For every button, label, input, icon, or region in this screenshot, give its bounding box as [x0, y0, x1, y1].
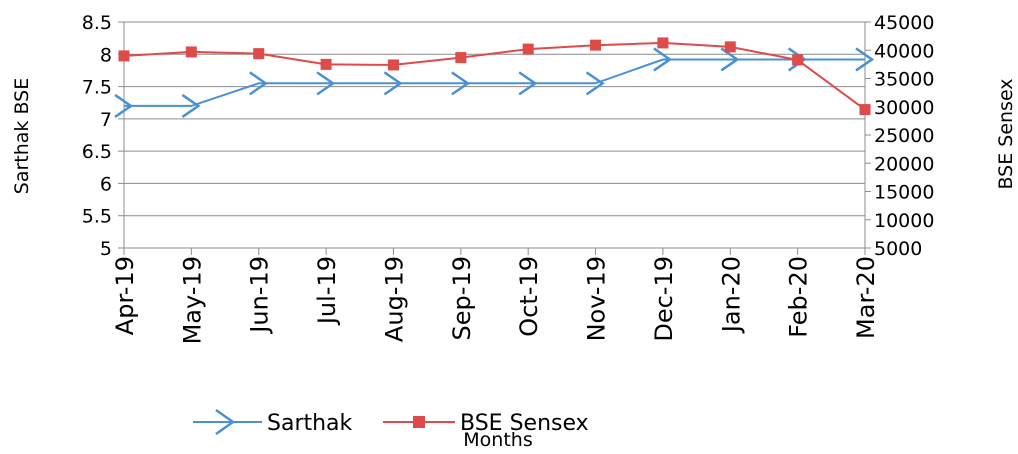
bse-sensex-data-point	[792, 54, 804, 66]
series-lines	[114, 37, 875, 118]
sarthak-data-point	[249, 71, 268, 96]
y-right-tick-label: 45000	[874, 12, 934, 34]
legend: Sarthak BSE Sensex	[193, 408, 589, 436]
y-left-tick-label: 8.5	[82, 12, 112, 34]
x-tick-label: Jan-20	[717, 256, 745, 334]
x-tick-label: Oct-19	[515, 256, 543, 337]
y-axis-right-title: BSE Sensex	[995, 78, 1017, 189]
y-right-tick-label: 20000	[874, 153, 934, 175]
legend-item-bse-sensex: BSE Sensex	[383, 411, 589, 436]
x-tick-label: Nov-19	[583, 256, 611, 341]
y-right-tick-label: 35000	[874, 69, 934, 91]
sarthak-data-point	[114, 93, 134, 118]
bse-sensex-data-point	[859, 104, 871, 116]
sarthak-data-point	[653, 47, 673, 72]
sarthak-data-point	[316, 71, 336, 96]
legend-item-sarthak: Sarthak	[193, 408, 353, 436]
y-left-tick-label: 5	[100, 238, 112, 260]
sarthak-data-point	[585, 71, 605, 96]
legend-label-sarthak: Sarthak	[267, 411, 353, 436]
sarthak-data-point	[451, 71, 471, 96]
tick-labels: 5 5.5 6 6.5 7 7.5 8 8.5 5000 10000 15000 20000 25000…	[82, 12, 935, 344]
series-line-bse-sensex	[123, 41, 866, 111]
legend-label-bse-sensex: BSE Sensex	[460, 411, 589, 436]
legend-square-marker	[413, 416, 425, 428]
x-tick-label: Sep-19	[448, 256, 476, 340]
y-left-tick-label: 6	[100, 173, 112, 195]
x-tick-label: May-19	[178, 256, 206, 344]
axes	[118, 21, 871, 255]
y-left-tick-label: 7.5	[82, 77, 112, 99]
series-line-sarthak	[124, 58, 865, 107]
sarthak-data-point	[787, 47, 807, 72]
y-axis-left-title: Sarthak BSE	[11, 78, 33, 194]
bse-sensex-data-point	[522, 43, 534, 55]
x-tick-label: Jun-19	[246, 256, 274, 335]
sarthak-data-point	[181, 93, 201, 118]
bse-sensex-data-point	[387, 59, 399, 71]
y-right-tick-label: 10000	[874, 210, 934, 232]
legend-arrow-marker	[215, 408, 236, 436]
y-right-tick-label: 25000	[874, 125, 934, 147]
x-tick-label: Apr-19	[111, 256, 139, 335]
bse-sensex-data-point	[185, 46, 197, 58]
x-tick-label: Mar-20	[852, 256, 880, 339]
y-left-tick-label: 6.5	[82, 141, 112, 163]
y-left-tick-label: 8	[100, 44, 112, 66]
y-right-tick-label: 15000	[874, 182, 934, 204]
bse-sensex-data-point	[253, 48, 265, 60]
bse-sensex-data-point	[455, 52, 467, 64]
y-left-tick-label: 5.5	[82, 206, 112, 228]
x-axis-title: Months	[463, 429, 532, 450]
sarthak-data-point	[518, 71, 538, 96]
x-tick-label: Dec-19	[650, 256, 678, 342]
y-left-tick-label: 7	[100, 109, 112, 131]
bse-sensex-data-point	[657, 37, 669, 49]
bse-sensex-data-point	[320, 58, 332, 70]
x-tick-label: Feb-20	[785, 256, 813, 338]
sarthak-data-point	[383, 71, 403, 96]
bse-sensex-data-point	[590, 39, 602, 51]
y-right-tick-label: 30000	[874, 97, 934, 119]
sarthak-data-point	[855, 47, 875, 72]
bse-sensex-data-point	[724, 41, 736, 53]
y-right-tick-label: 5000	[874, 238, 922, 260]
x-tick-label: Aug-19	[380, 256, 408, 342]
bse-sensex-data-point	[118, 50, 130, 62]
x-tick-label: Jul-19	[313, 256, 341, 326]
y-right-tick-label: 40000	[874, 40, 934, 62]
